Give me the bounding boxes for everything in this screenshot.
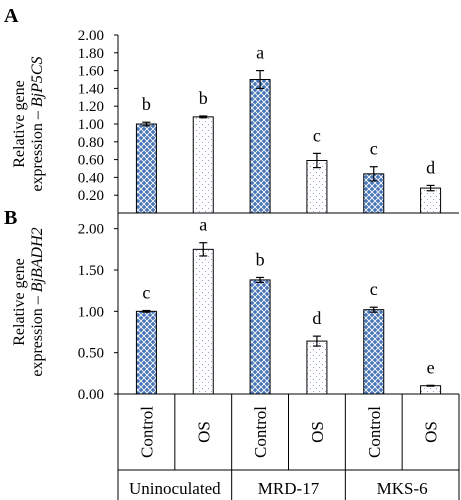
x-tick-label: Control bbox=[137, 406, 156, 458]
significance-letter: c bbox=[142, 283, 150, 303]
significance-letter: d bbox=[426, 157, 435, 177]
y-axis-title-gene: BjP5CS bbox=[29, 56, 46, 107]
y-tick-label: 2.00 bbox=[78, 28, 104, 44]
y-axis-title-gene: BjBADH2 bbox=[29, 227, 46, 292]
significance-letter: c bbox=[370, 139, 378, 159]
y-axis-title-line1: Relative gene bbox=[11, 80, 28, 168]
panel-b: B 2.00 1.50 1.00 0.50 0.00 Relative gene expres… bbox=[4, 207, 459, 403]
significance-letter: e bbox=[427, 357, 435, 377]
bar bbox=[363, 309, 385, 395]
x-tick-label: OS bbox=[422, 421, 441, 443]
y-axis-title-prefix: expression – bbox=[29, 292, 46, 376]
y-tick-label: 2.00 bbox=[78, 222, 104, 238]
significance-letter: b bbox=[142, 94, 151, 114]
bar bbox=[192, 248, 214, 395]
x-tick-label: OS bbox=[194, 421, 213, 443]
panel-label: B bbox=[4, 207, 17, 229]
bar bbox=[420, 385, 442, 395]
significance-letter: d bbox=[312, 308, 321, 328]
panels-layer: A 2.00 1.80 1.601.40 1.20 1.00 0.80 0.600.40 0.2… bbox=[4, 5, 459, 403]
y-tick-label: 0.80 bbox=[78, 135, 104, 151]
x-tick-label: Control bbox=[365, 406, 384, 458]
bar bbox=[192, 116, 214, 214]
significance-letter: a bbox=[256, 43, 264, 63]
y-tick-label: 1.40 bbox=[78, 81, 104, 97]
y-axis-title-line2: expression – BjBADH2 bbox=[29, 227, 46, 376]
group-label: MKS-6 bbox=[377, 479, 428, 498]
y-tick-label: 1.50 bbox=[78, 263, 104, 279]
y-tick-label: 1.00 bbox=[78, 304, 104, 320]
y-tick-label: 1.20 bbox=[78, 99, 104, 115]
significance-letter: c bbox=[370, 279, 378, 299]
x-tick-label: Control bbox=[251, 406, 270, 458]
y-axis-title-line2: expression – BjP5CS bbox=[29, 56, 46, 191]
y-tick-label: 1.60 bbox=[78, 64, 104, 80]
significance-letter: b bbox=[199, 88, 208, 108]
y-tick-label: 0.40 bbox=[78, 170, 104, 186]
significance-letter: b bbox=[256, 249, 265, 269]
y-tick-label: 1.00 bbox=[78, 117, 104, 133]
significance-letter: a bbox=[199, 215, 207, 235]
panel-label: A bbox=[4, 5, 19, 27]
bar bbox=[135, 310, 157, 395]
bar bbox=[420, 187, 442, 214]
y-tick-label: 0.60 bbox=[78, 153, 104, 169]
bar bbox=[249, 79, 271, 214]
y-tick-label: 0.20 bbox=[78, 188, 104, 204]
bar bbox=[249, 279, 271, 395]
bar bbox=[306, 340, 328, 395]
y-axis-title-prefix: expression – bbox=[29, 107, 46, 191]
group-label: Uninoculated bbox=[129, 479, 221, 498]
significance-letter: c bbox=[313, 125, 321, 145]
y-tick-label: 1.80 bbox=[78, 46, 104, 62]
y-axis-title-line1: Relative gene bbox=[11, 258, 28, 346]
panel-a: A 2.00 1.80 1.601.40 1.20 1.00 0.80 0.600.40 0.2… bbox=[4, 5, 459, 214]
y-tick-label: 0.50 bbox=[78, 346, 104, 362]
bar bbox=[135, 123, 157, 214]
x-axis-layer: Control OS Control OS Control OS Uninoculated M… bbox=[117, 394, 460, 500]
bar bbox=[306, 159, 328, 214]
y-tick-label: 0.00 bbox=[78, 387, 104, 403]
group-label: MRD-17 bbox=[258, 479, 320, 498]
x-tick-label: OS bbox=[308, 421, 327, 443]
